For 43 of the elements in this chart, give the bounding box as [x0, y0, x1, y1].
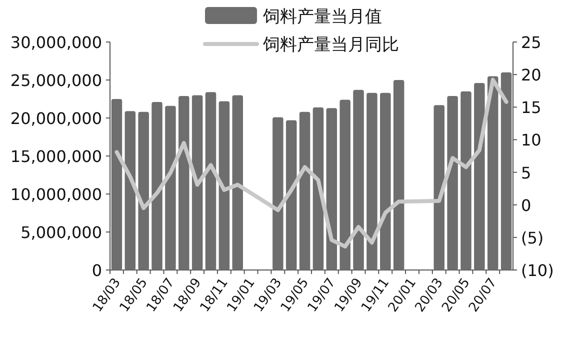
y2-tick-label: (5) [521, 228, 544, 248]
bar [434, 105, 444, 270]
bar [152, 102, 162, 270]
y2-tick-label: 25 [521, 33, 542, 52]
bar [299, 112, 310, 270]
y2-tick-label: 20 [521, 66, 542, 85]
y2-tick-label: (10) [521, 261, 554, 280]
y2-tick-label: 5 [521, 163, 532, 182]
bar [165, 106, 176, 270]
bar [487, 76, 498, 270]
bar [272, 117, 284, 270]
bar [205, 92, 216, 270]
bar [178, 96, 190, 270]
bar [500, 72, 512, 270]
bar [380, 92, 391, 270]
bar [366, 92, 378, 270]
y-tick-label: 5,000,000 [20, 223, 102, 242]
bar [474, 83, 485, 270]
bar [286, 120, 297, 270]
y2-tick-label: 0 [521, 196, 532, 215]
y-tick-label: 10,000,000 [10, 185, 102, 204]
bar [353, 90, 364, 270]
bar [340, 100, 350, 270]
y2-tick-label: 10 [521, 130, 542, 150]
y2-tick-label: 15 [521, 98, 542, 118]
bar [393, 80, 404, 270]
legend-label: 饲料产量当月值 [262, 7, 382, 27]
bar [111, 99, 122, 270]
y-tick-label: 30,000,000 [10, 33, 102, 52]
y-tick-label: 0 [92, 261, 102, 280]
bar [138, 112, 149, 270]
bar [232, 95, 243, 270]
bar [192, 95, 203, 270]
bar [312, 107, 324, 270]
bar [124, 111, 136, 270]
bar [460, 91, 472, 270]
bar [218, 101, 230, 270]
y-tick-label: 15,000,000 [10, 147, 102, 166]
bar [326, 108, 338, 270]
y-tick-label: 25,000,000 [10, 71, 102, 90]
legend-label: 饲料产量当月同比 [262, 35, 399, 55]
bar [447, 96, 458, 270]
y-tick-label: 20,000,000 [10, 109, 102, 128]
